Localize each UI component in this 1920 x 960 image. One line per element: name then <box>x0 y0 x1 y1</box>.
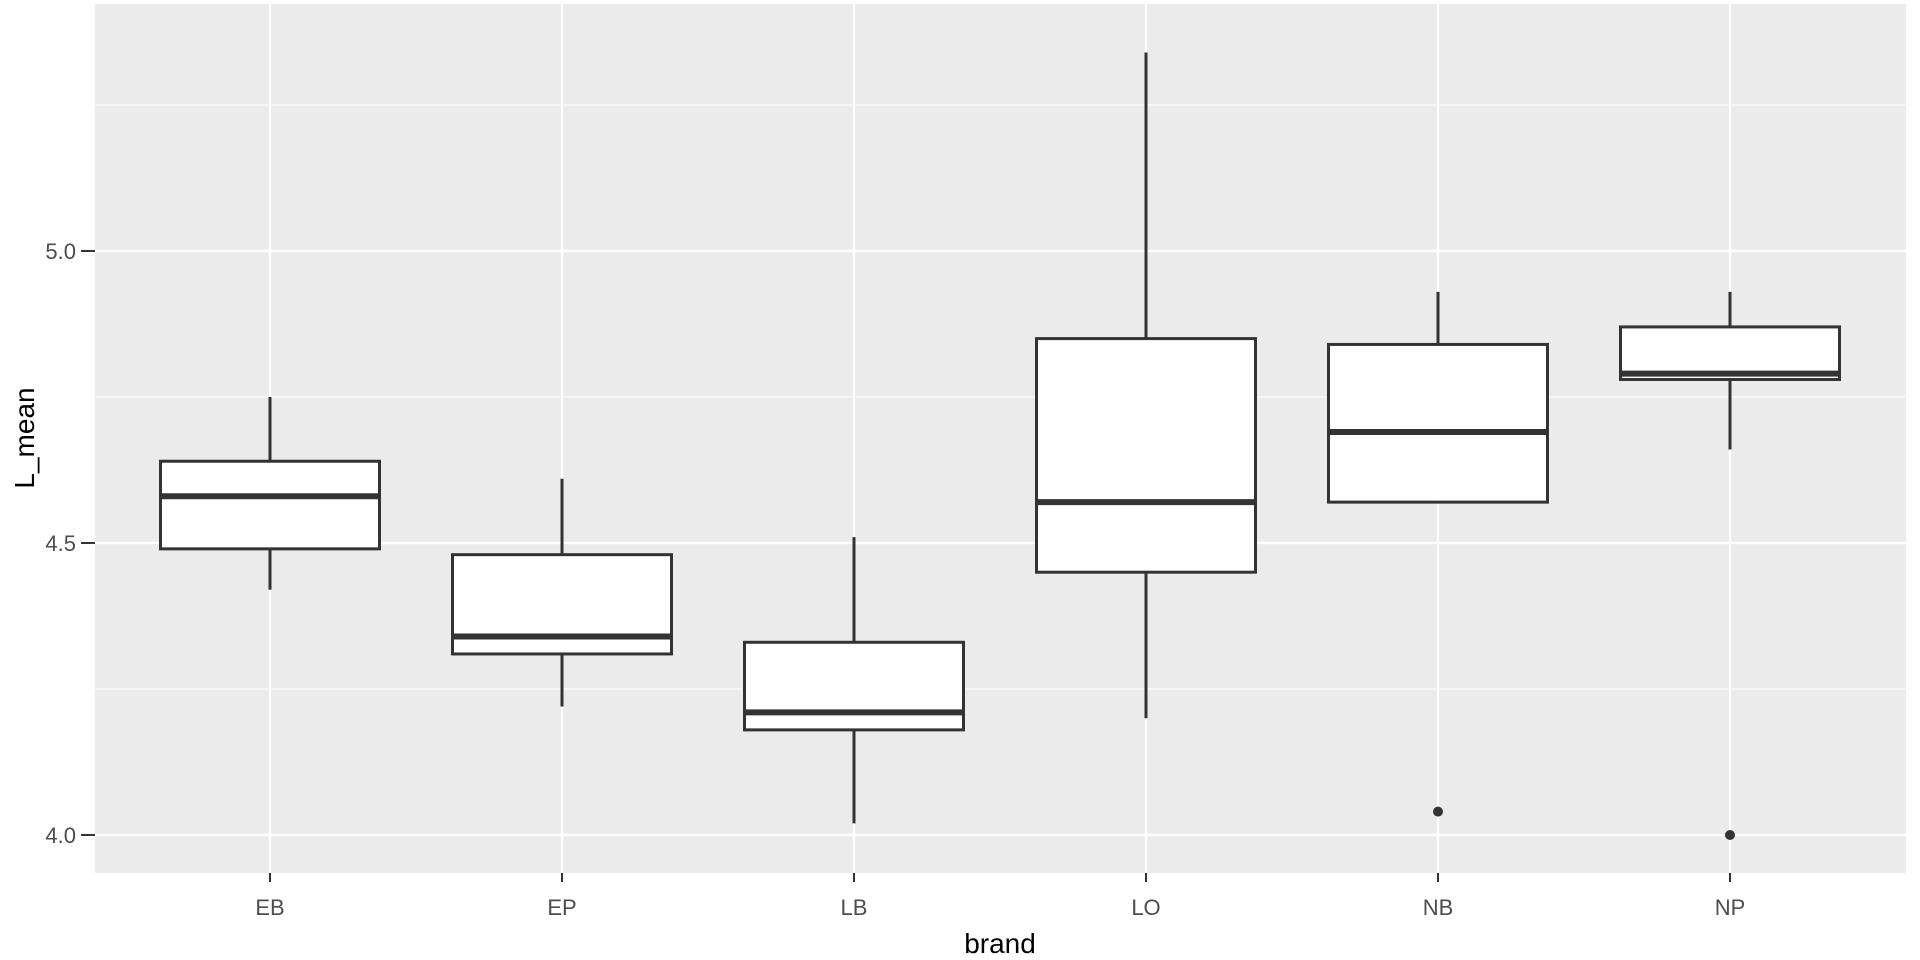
outlier-NB <box>1433 806 1443 817</box>
y-axis-title: L_mean <box>9 387 40 488</box>
major-gridlines <box>95 4 1906 873</box>
box-LB <box>743 640 965 732</box>
x-axis-title: brand <box>964 928 1036 959</box>
y-tick-label: 5.0 <box>45 239 76 264</box>
x-tick-label-EB: EB <box>255 895 284 920</box>
x-tick-label-NB: NB <box>1423 895 1454 920</box>
x-tick-label-EP: EP <box>547 895 576 920</box>
axis-tick-labels: 4.0 4.5 5.0 EB EP LB LO NB NP <box>45 239 1745 920</box>
box-LO <box>1035 337 1257 574</box>
box-EB <box>159 459 381 551</box>
axis-ticks <box>81 250 1731 882</box>
x-tick-label-LB: LB <box>841 895 868 920</box>
panel-background <box>95 4 1906 873</box>
y-tick-label: 4.5 <box>45 531 76 556</box>
outlier-NP <box>1725 830 1735 840</box>
box-NB <box>1327 342 1549 504</box>
minor-gridlines <box>95 104 1906 690</box>
boxplots <box>159 52 1841 840</box>
x-tick-label-NP: NP <box>1715 895 1746 920</box>
y-tick-label: 4.0 <box>45 823 76 848</box>
x-tick-label-LO: LO <box>1131 895 1160 920</box>
